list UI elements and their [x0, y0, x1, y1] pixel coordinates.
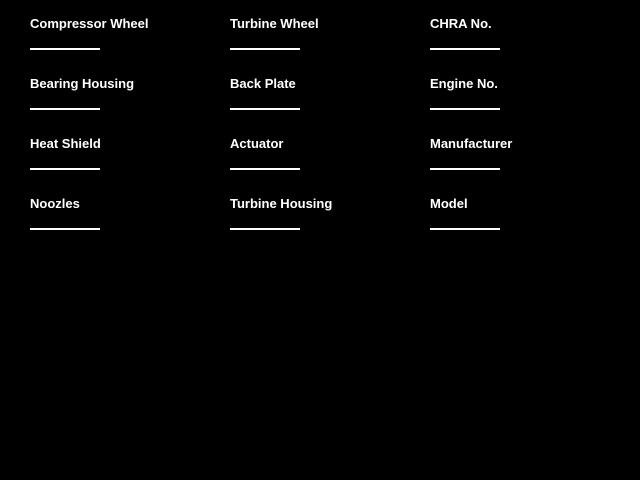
bearing-housing-label: Bearing Housing — [30, 76, 135, 91]
chra-no-label: CHRA No. — [430, 16, 492, 31]
engine-no-input-line[interactable] — [430, 108, 500, 110]
field-back-plate: Back Plate — [230, 76, 400, 110]
actuator-label: Actuator — [230, 136, 284, 151]
field-chra-no: CHRA No. — [430, 16, 600, 50]
model-input-line[interactable] — [430, 228, 500, 230]
back-plate-input-line[interactable] — [230, 108, 300, 110]
back-plate-label: Back Plate — [230, 76, 296, 91]
turbine-wheel-label: Turbine Wheel — [230, 16, 319, 31]
field-manufacturer: Manufacturer — [430, 136, 600, 170]
manufacturer-label: Manufacturer — [430, 136, 513, 151]
noozles-input-line[interactable] — [30, 228, 100, 230]
field-compressor-wheel: Compressor Wheel — [30, 16, 200, 50]
actuator-input-line[interactable] — [230, 168, 300, 170]
field-noozles: Noozles — [30, 196, 200, 230]
field-engine-no: Engine No. — [430, 76, 600, 110]
engine-no-label: Engine No. — [430, 76, 498, 91]
turbine-housing-input-line[interactable] — [230, 228, 300, 230]
heat-shield-input-line[interactable] — [30, 168, 100, 170]
field-bearing-housing: Bearing Housing — [30, 76, 200, 110]
manufacturer-input-line[interactable] — [430, 168, 500, 170]
field-heat-shield: Heat Shield — [30, 136, 200, 170]
field-model: Model — [430, 196, 600, 230]
model-label: Model — [430, 196, 468, 211]
turbine-wheel-input-line[interactable] — [230, 48, 300, 50]
chra-no-input-line[interactable] — [430, 48, 500, 50]
bearing-housing-input-line[interactable] — [30, 108, 100, 110]
field-turbine-wheel: Turbine Wheel — [230, 16, 400, 50]
noozles-label: Noozles — [30, 196, 80, 211]
compressor-wheel-input-line[interactable] — [30, 48, 100, 50]
field-actuator: Actuator — [230, 136, 400, 170]
heat-shield-label: Heat Shield — [30, 136, 101, 151]
field-turbine-housing: Turbine Housing — [230, 196, 400, 230]
compressor-wheel-label: Compressor Wheel — [30, 16, 149, 31]
turbine-housing-label: Turbine Housing — [230, 196, 333, 211]
